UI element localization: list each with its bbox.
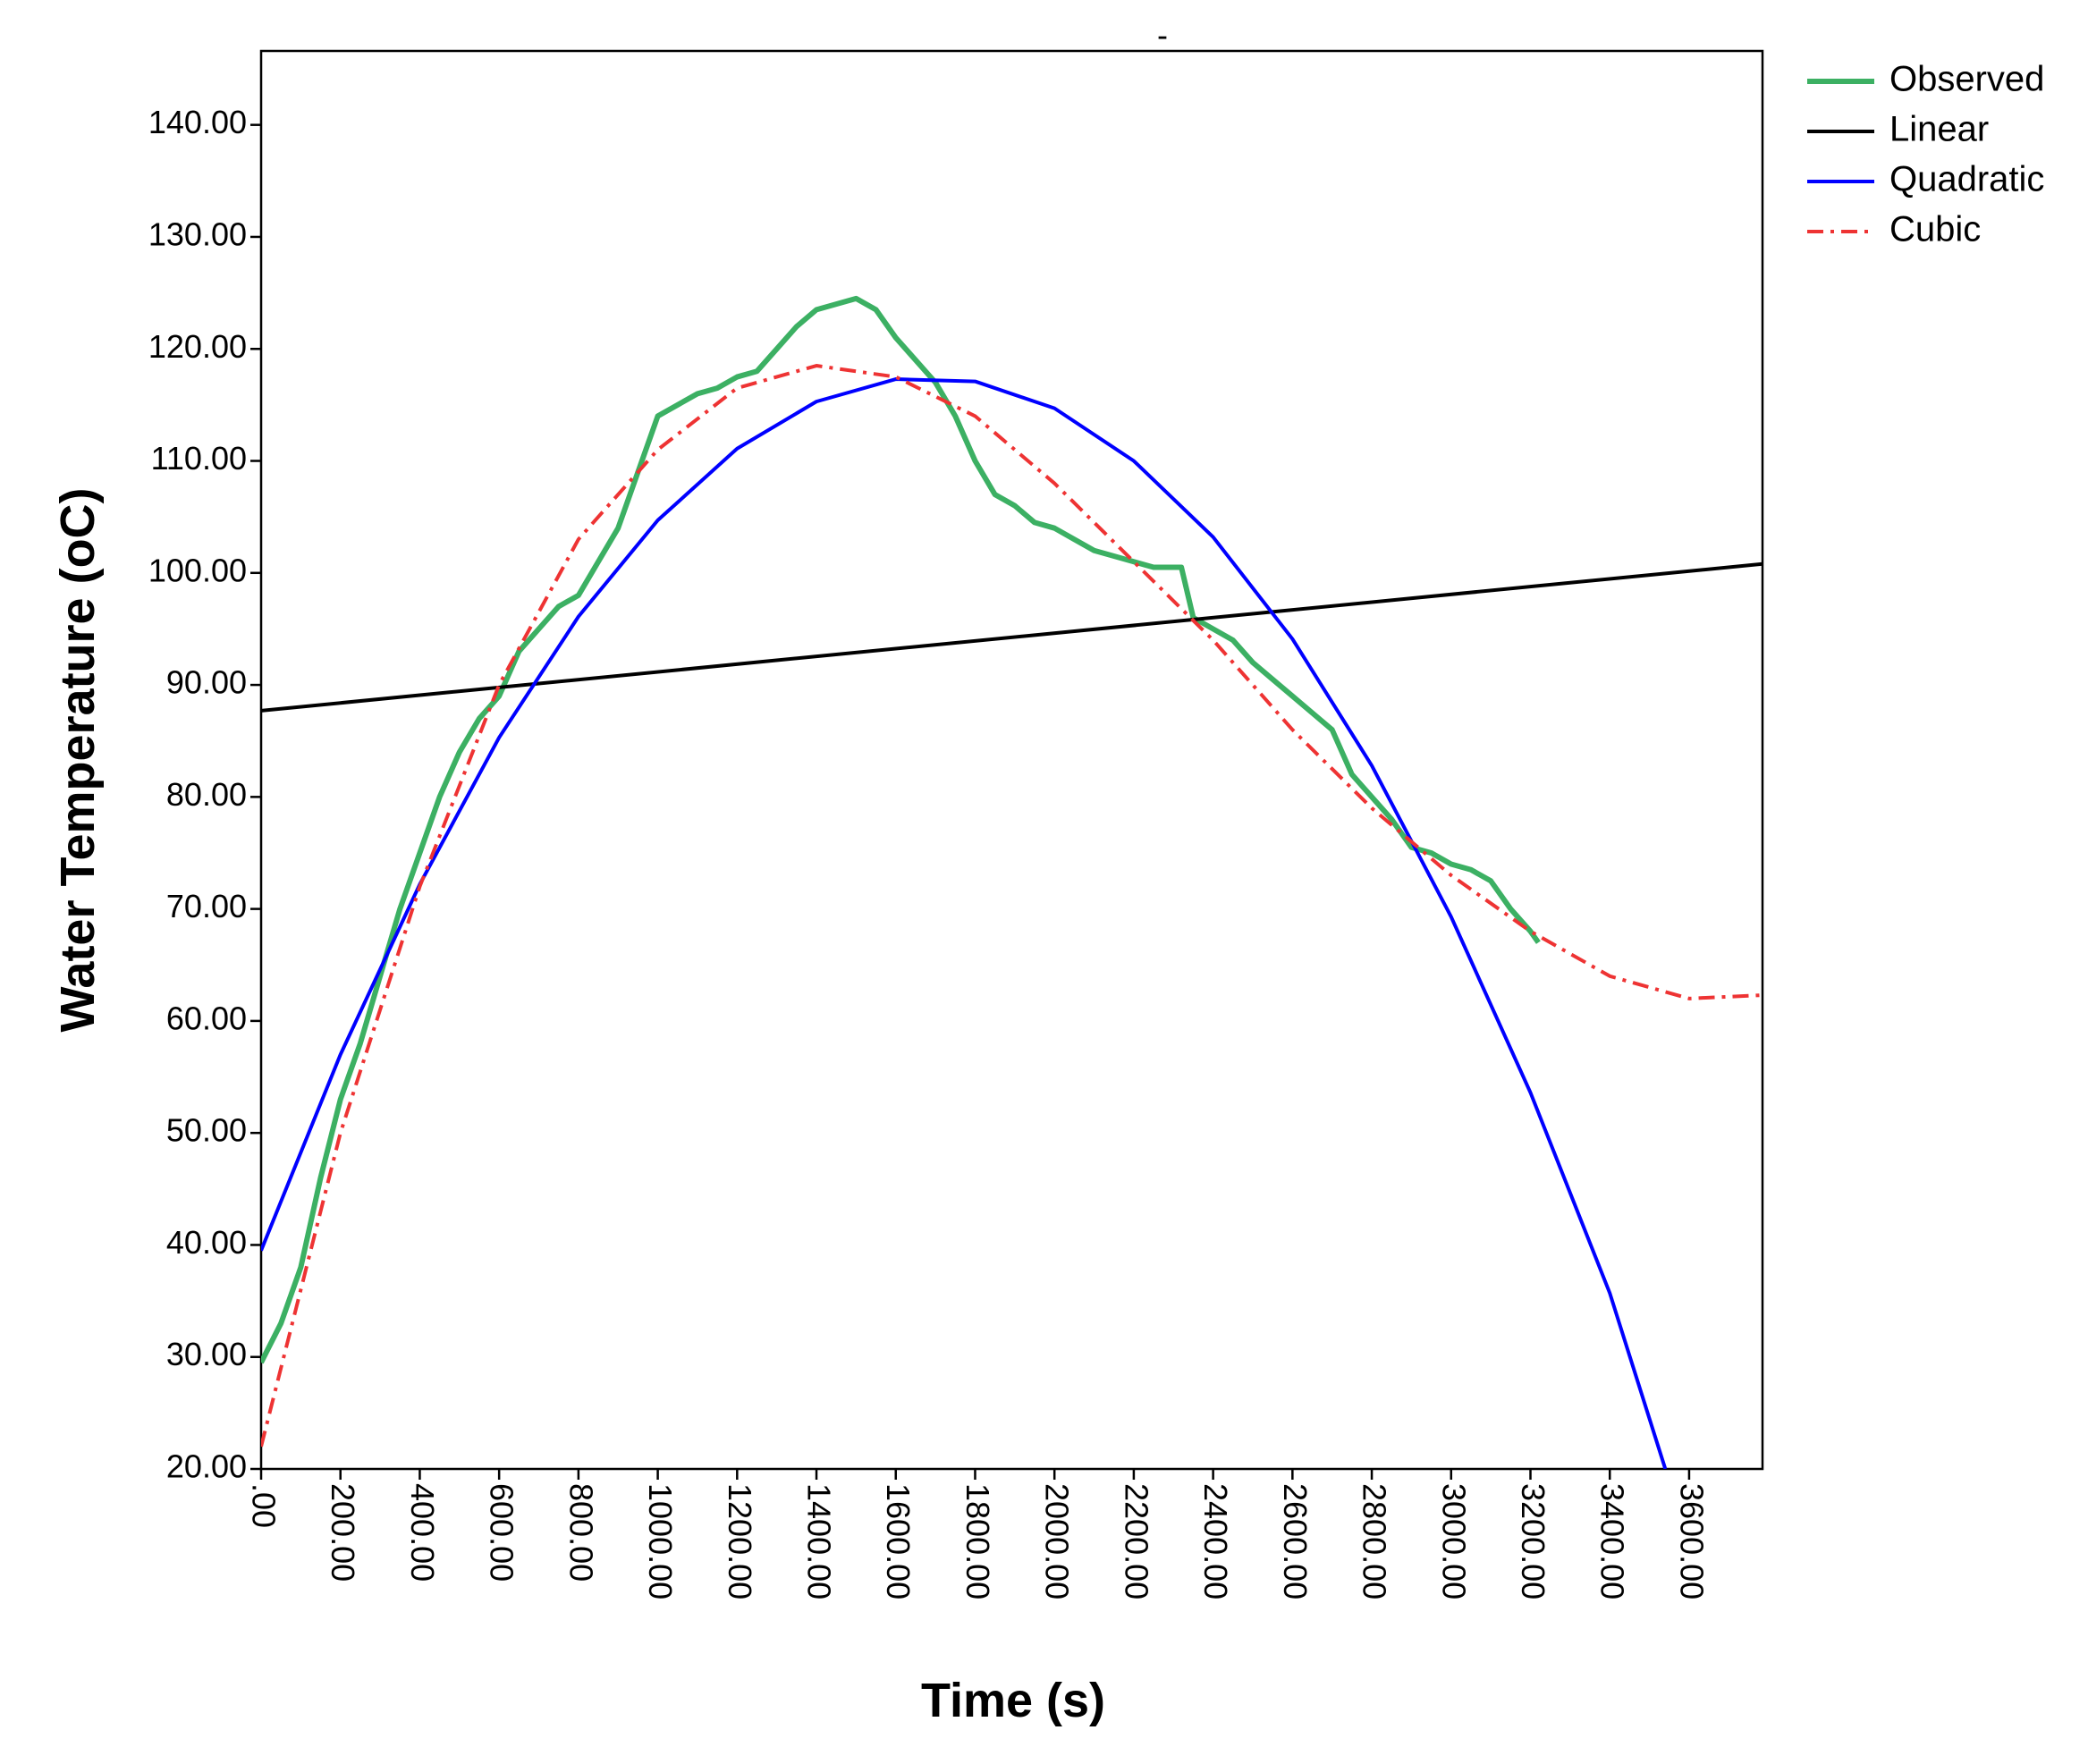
x-tick-label: 2400.00 [1197, 1483, 1234, 1599]
plot-frame [259, 49, 1764, 1471]
x-tick-label: 800.00 [562, 1483, 599, 1582]
x-tick-label: 2600.00 [1277, 1483, 1314, 1599]
x-tick-label: 1800.00 [959, 1483, 996, 1599]
series-line [261, 377, 1668, 1469]
y-tick-label: 50.00 [166, 1112, 247, 1149]
legend-label: Linear [1889, 110, 1989, 149]
series-line [261, 364, 1763, 1447]
x-tick-label: 1000.00 [642, 1483, 679, 1599]
x-tick-label: 3000.00 [1435, 1483, 1472, 1599]
y-tick-label: 70.00 [166, 888, 247, 924]
y-tick-label: 40.00 [166, 1224, 247, 1261]
y-tick-label: 80.00 [166, 776, 247, 813]
x-tick-label: 2800.00 [1357, 1483, 1393, 1599]
x-tick-label: 200.00 [325, 1483, 361, 1582]
x-tick-label: 1200.00 [722, 1483, 758, 1599]
legend-label: Cubic [1889, 210, 1981, 249]
x-tick-label: 1400.00 [801, 1483, 838, 1599]
y-tick-label: 110.00 [151, 440, 247, 477]
x-tick-label: 2200.00 [1118, 1483, 1154, 1599]
chart-title: - [1157, 17, 1168, 54]
x-tick-label: 3400.00 [1594, 1483, 1631, 1599]
x-tick-label: .00 [245, 1483, 282, 1528]
y-axis-title: Water Temperature (oC) [51, 487, 105, 1032]
y-tick-label: 90.00 [166, 664, 247, 701]
x-tick-label: 3600.00 [1673, 1483, 1710, 1599]
y-tick-label: 130.00 [148, 215, 247, 252]
x-tick-label: 1600.00 [880, 1483, 917, 1599]
y-tick-label: 60.00 [166, 1000, 247, 1036]
legend-label: Quadratic [1889, 160, 2044, 199]
x-tick-label: 400.00 [404, 1483, 441, 1582]
x-tick-label: 600.00 [484, 1483, 520, 1582]
x-axis-title: Time (s) [921, 1674, 1105, 1727]
y-tick-label: 100.00 [148, 552, 247, 588]
y-tick-label: 30.00 [166, 1336, 247, 1372]
y-tick-label: 20.00 [166, 1448, 247, 1485]
y-tick-label: 120.00 [148, 328, 247, 365]
series-line [261, 295, 1541, 1364]
y-tick-label: 140.00 [148, 104, 247, 140]
series-line [261, 561, 1763, 713]
x-tick-label: 2000.00 [1039, 1483, 1076, 1599]
x-tick-label: 3200.00 [1515, 1483, 1551, 1599]
legend-label: Observed [1889, 60, 2044, 99]
